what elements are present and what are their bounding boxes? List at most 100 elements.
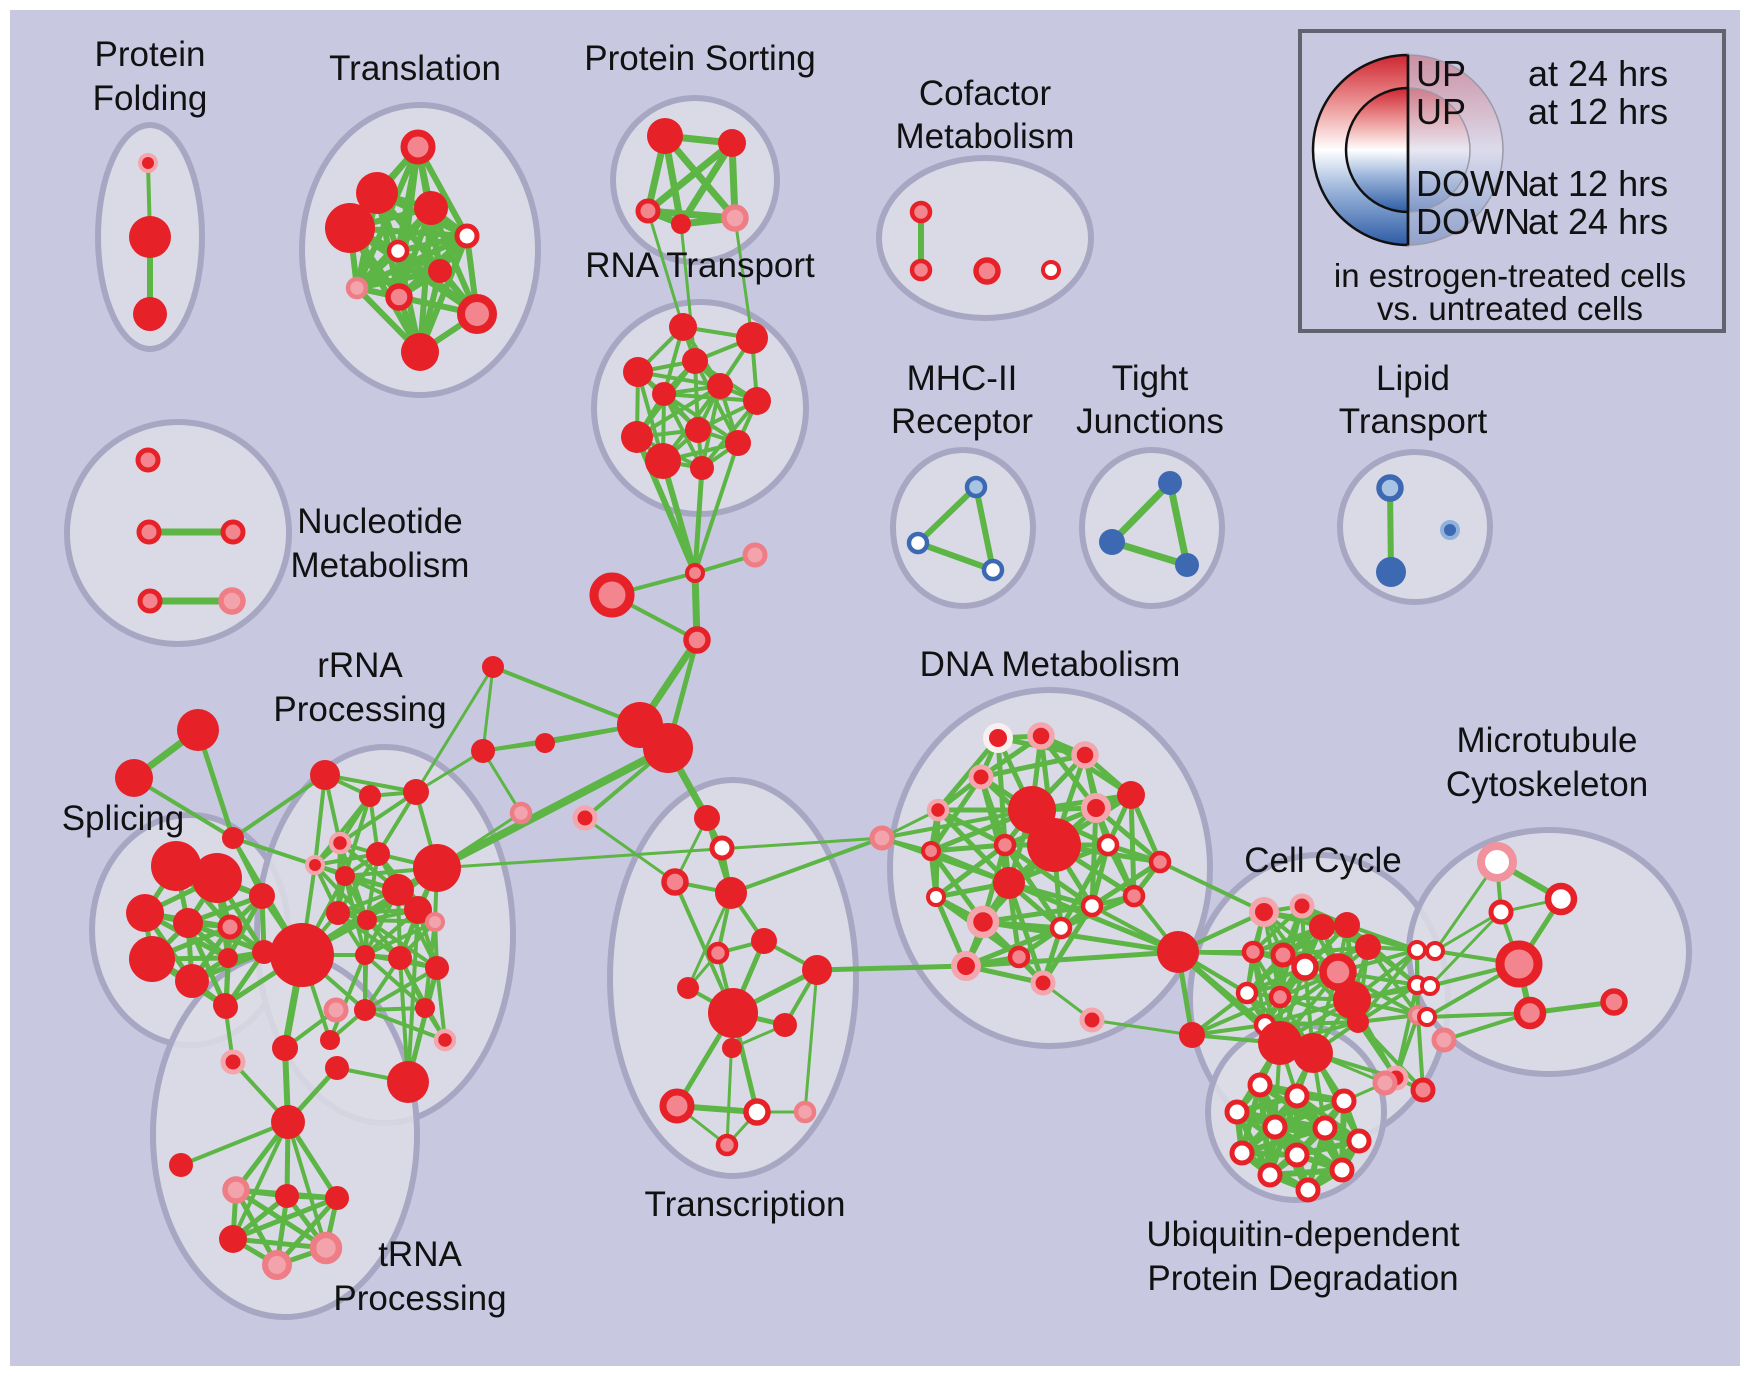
gene-node xyxy=(706,941,730,965)
gene-node xyxy=(1270,942,1296,968)
gene-node xyxy=(400,129,436,165)
cluster-label-microtubule: Microtubule Cytoskeleton xyxy=(1446,721,1648,804)
gene-node xyxy=(249,883,275,909)
gene-node xyxy=(218,587,246,615)
gene-node xyxy=(137,588,163,614)
gene-node xyxy=(414,191,448,225)
gene-node xyxy=(1376,557,1406,587)
gene-node xyxy=(222,827,244,849)
gene-node xyxy=(1224,1099,1250,1125)
edge xyxy=(231,773,327,840)
gene-node xyxy=(981,558,1005,582)
gene-node xyxy=(635,198,661,224)
gene-node xyxy=(909,258,933,282)
gene-node xyxy=(136,519,162,545)
gene-node xyxy=(355,945,375,965)
gene-node xyxy=(906,531,930,555)
gene-node xyxy=(951,951,981,981)
edge xyxy=(693,441,740,575)
gene-node xyxy=(217,914,243,940)
cluster-label-translation: Translation xyxy=(329,49,501,88)
edge xyxy=(729,836,884,895)
legend-time-label: at 12 hrs xyxy=(1528,163,1668,204)
cluster-protein-sorting xyxy=(610,95,780,265)
edge xyxy=(583,816,677,884)
gene-node xyxy=(386,239,410,263)
gene-node xyxy=(743,1098,771,1126)
gene-node xyxy=(1027,818,1081,872)
gene-node xyxy=(707,373,733,399)
edge xyxy=(1190,995,1282,1037)
cluster-label-trna-processing: tRNA Processing xyxy=(333,1235,506,1318)
edge xyxy=(231,836,317,867)
gene-node xyxy=(966,905,1000,939)
gene-node xyxy=(325,1056,349,1080)
gene-node xyxy=(1347,1011,1369,1033)
gene-node xyxy=(413,844,461,892)
cluster-label-protein-sorting: Protein Sorting xyxy=(584,39,816,78)
gene-node xyxy=(1372,1070,1398,1096)
cluster-tight-junctions xyxy=(1079,447,1225,609)
gene-node xyxy=(1081,793,1111,823)
gene-node xyxy=(1293,1033,1333,1073)
edge xyxy=(179,1120,290,1167)
gene-node xyxy=(652,382,676,406)
edge xyxy=(230,1195,340,1242)
edge xyxy=(414,749,485,794)
edge xyxy=(1058,842,1111,931)
gene-node xyxy=(1049,916,1073,940)
legend-time-label: at 24 hrs xyxy=(1528,201,1668,242)
edge xyxy=(915,484,979,546)
gene-node xyxy=(1079,1007,1105,1033)
cluster-mhc-ii xyxy=(890,447,1036,609)
cluster-label-protein-folding: Protein Folding xyxy=(93,35,208,118)
gene-node xyxy=(252,940,276,964)
gene-node xyxy=(1007,945,1031,969)
edge xyxy=(1166,479,1191,569)
gene-node xyxy=(1291,953,1319,981)
gene-node xyxy=(1122,884,1146,908)
gene-node xyxy=(751,928,777,954)
edge xyxy=(481,749,523,815)
edge xyxy=(1089,859,1163,909)
gene-node xyxy=(669,313,697,341)
cluster-cofactor xyxy=(876,155,1094,321)
gene-node xyxy=(1249,897,1279,927)
gene-node xyxy=(129,936,175,982)
edge xyxy=(1356,983,1419,1024)
cluster-label-dna-metabolism: DNA Metabolism xyxy=(920,645,1181,684)
edge xyxy=(336,911,402,960)
legend-direction-label: DOWN xyxy=(1416,163,1530,204)
gene-node xyxy=(690,456,714,480)
edge xyxy=(686,891,733,990)
gene-node xyxy=(169,1153,193,1177)
gene-node xyxy=(659,1088,695,1124)
cluster-label-cell-cycle: Cell Cycle xyxy=(1244,841,1402,880)
gene-node xyxy=(177,709,219,751)
edge xyxy=(679,222,697,363)
gene-node xyxy=(388,946,412,970)
gene-node xyxy=(1355,934,1381,960)
edge xyxy=(646,209,685,329)
gene-node xyxy=(926,798,950,822)
gene-node xyxy=(983,723,1013,753)
gene-node xyxy=(685,563,705,583)
gene-node xyxy=(1175,553,1199,577)
gene-node xyxy=(709,835,735,861)
gene-node xyxy=(1241,940,1265,964)
gene-node xyxy=(743,387,771,415)
gene-node xyxy=(715,877,747,909)
gene-node xyxy=(869,825,895,851)
gene-node xyxy=(509,801,533,825)
gene-node xyxy=(425,912,445,932)
edge xyxy=(933,842,1008,900)
edge xyxy=(433,744,672,872)
gene-node xyxy=(715,1133,739,1157)
gene-node xyxy=(387,1061,429,1103)
gene-node xyxy=(1346,1128,1372,1154)
cluster-label-mhc-ii: MHC-II Receptor xyxy=(891,359,1033,441)
cluster-label-ubiquitin: Ubiquitin-dependent Protein Degradation xyxy=(1146,1215,1460,1298)
cluster-label-tight-junctions: Tight Junctions xyxy=(1076,359,1224,441)
edge xyxy=(1090,1018,1194,1037)
edge xyxy=(980,903,1095,925)
